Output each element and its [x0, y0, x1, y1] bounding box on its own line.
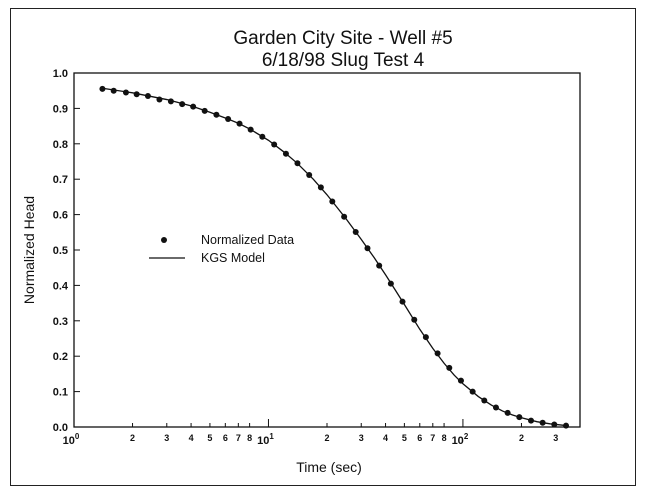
y-tick-label: 0.7 [53, 174, 68, 186]
data-point [387, 280, 394, 287]
data-point [539, 419, 546, 426]
x-major-tick-label: 101 [257, 432, 274, 447]
y-tick-label: 0.5 [53, 245, 68, 257]
data-point [446, 364, 453, 371]
data-point [156, 96, 163, 103]
chart-frame [10, 8, 636, 486]
x-minor-tick-label: 3 [164, 433, 169, 443]
x-axis-label: Time (sec) [296, 459, 362, 475]
data-point [434, 350, 441, 357]
x-minor-tick-label: 2 [519, 433, 524, 443]
y-tick-label: 0.2 [53, 351, 68, 363]
x-minor-tick-label: 7 [430, 433, 435, 443]
chart-title: Garden City Site - Well #5 [233, 28, 452, 49]
data-point [247, 126, 254, 133]
data-point [481, 397, 488, 404]
x-minor-tick-label: 7 [236, 433, 241, 443]
x-minor-tick-label: 2 [324, 433, 329, 443]
normalized-data-series [99, 85, 570, 429]
data-point [213, 111, 220, 118]
data-point [504, 409, 511, 416]
x-minor-tick-label: 3 [359, 433, 364, 443]
data-point [528, 417, 535, 424]
x-minor-tick-label: 3 [553, 433, 558, 443]
y-axis: 0.0 0.1 0.2 0.3 0.4 0.5 0.6 0.7 0.8 0.9 1.0 [53, 68, 80, 434]
y-axis-label: Normalized Head [21, 196, 37, 304]
legend: Normalized Data KGS Model [149, 233, 294, 265]
data-point [225, 116, 232, 123]
data-point [259, 133, 266, 140]
x-minor-tick-label: 2 [130, 433, 135, 443]
y-tick-label: 0.3 [53, 316, 68, 328]
data-point [294, 160, 301, 167]
data-point [167, 98, 174, 105]
data-point [99, 85, 106, 92]
data-point [411, 316, 418, 323]
data-point [110, 87, 117, 94]
data-point [341, 213, 348, 220]
data-point [364, 245, 371, 252]
data-point [179, 101, 186, 108]
x-major-tick-label: 100 [63, 432, 80, 447]
chart-subtitle: 6/18/98 Slug Test 4 [262, 50, 425, 71]
kgs-model-series [102, 87, 567, 427]
chart-titles: Garden City Site - Well #5 6/18/98 Slug … [233, 28, 452, 71]
data-point [516, 414, 523, 421]
y-tick-label: 1.0 [53, 68, 68, 80]
data-point [133, 91, 140, 98]
y-tick-label: 0.9 [53, 103, 68, 115]
data-point [492, 404, 499, 411]
data-point [329, 198, 336, 205]
x-minor-tick-label: 8 [442, 433, 447, 443]
data-point [236, 120, 243, 127]
data-point [469, 388, 476, 395]
data-point [457, 377, 464, 384]
x-minor-tick-label: 8 [247, 433, 252, 443]
data-point [551, 421, 558, 428]
data-point [282, 150, 289, 157]
x-major-tick-label: 102 [452, 432, 469, 447]
x-minor-tick-label: 4 [383, 433, 388, 443]
y-tick-label: 0.8 [53, 139, 68, 151]
plot-area [73, 72, 581, 428]
data-point [190, 103, 197, 110]
x-minor-tick-label: 6 [417, 433, 422, 443]
data-point [317, 184, 324, 191]
kgs-model-line [102, 87, 567, 427]
y-tick-label: 0.1 [53, 387, 68, 399]
data-point [376, 262, 383, 269]
legend-label-kgs-model: KGS Model [201, 251, 265, 265]
data-point [122, 89, 129, 96]
data-point [144, 93, 151, 100]
data-point [399, 298, 406, 305]
y-tick-label: 0.4 [53, 280, 69, 292]
x-minor-tick-label: 6 [223, 433, 228, 443]
data-point [352, 228, 359, 235]
legend-label-normalized-data: Normalized Data [201, 233, 294, 247]
y-tick-label: 0.0 [53, 422, 68, 434]
y-tick-label: 0.6 [53, 210, 68, 222]
x-minor-tick-label: 5 [207, 433, 212, 443]
x-minor-tick-label: 5 [402, 433, 407, 443]
data-point [271, 141, 278, 148]
data-point [563, 422, 570, 429]
legend-marker-normalized-data [161, 237, 167, 243]
data-point [201, 107, 208, 114]
data-point [306, 171, 313, 178]
x-minor-tick-label: 4 [189, 433, 194, 443]
data-point [422, 334, 429, 341]
